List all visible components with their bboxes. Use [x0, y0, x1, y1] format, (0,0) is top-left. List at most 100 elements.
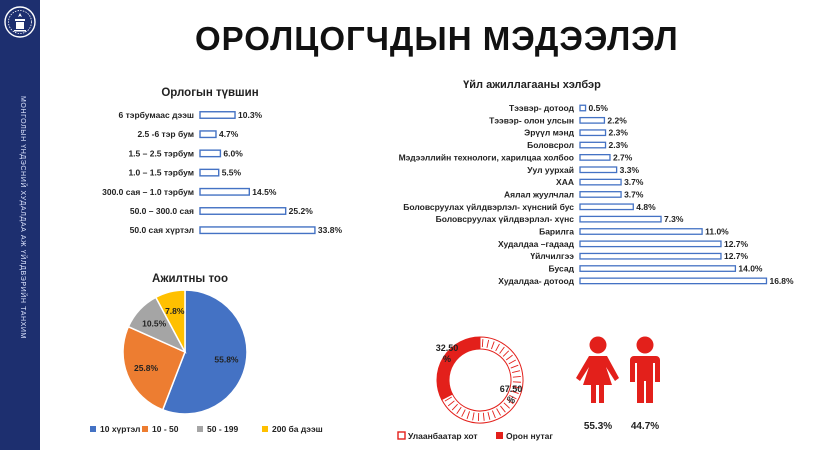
- location-donut-hatch: [451, 403, 458, 411]
- employee-legend-label: 50 - 199: [207, 424, 238, 434]
- activity-bar: [579, 129, 607, 137]
- location-donut-hatch: [496, 408, 501, 416]
- employee-pie-slice: [122, 325, 186, 411]
- location-donut-chart: 67.50 % 32.50% Улаанбаатар хот Орон нутаг: [397, 336, 553, 441]
- activity-chart: Үйл ажиллагааны хэлбэр Тээвэр- дотоодТээ…: [399, 79, 794, 286]
- location-donut-hatch: [482, 412, 485, 421]
- activity-bar: [579, 277, 768, 285]
- activity-category-label: Тээвэр- дотоод: [509, 103, 575, 113]
- employee-pie-slices: [122, 289, 248, 415]
- location-legend-label: Орон нутаг: [506, 431, 553, 441]
- employee-legend-swatch: [197, 426, 203, 432]
- activity-value-label: 4.8%: [636, 202, 656, 212]
- income-value-label: 25.2%: [289, 206, 314, 216]
- location-donut-label: 67.50%: [500, 384, 523, 405]
- location-donut-slices: [436, 336, 524, 424]
- activity-value-labels: 0.5% 2.2% 2.3% 2.3% 2.7% 3.3% 3.7% 3.7% 4.8% 7.3%…: [589, 103, 794, 286]
- activity-category-label: Уул уурхай: [527, 165, 574, 175]
- location-donut-hatch: [456, 406, 462, 414]
- activity-category-label: Худалдаа –гадаад: [498, 239, 575, 249]
- page-title: ОРОЛЦОГЧДЫН МЭДЭЭЛЭЛ: [195, 20, 679, 57]
- activity-bar: [579, 141, 607, 149]
- location-donut-hatch: [447, 400, 455, 407]
- location-donut-slice: [441, 336, 524, 424]
- activity-value-label: 14.0%: [738, 264, 763, 274]
- location-donut-hatch: [503, 402, 510, 409]
- location-donut-hatch: [481, 339, 484, 348]
- activity-bar: [579, 178, 622, 186]
- activity-value-label: 2.3%: [609, 140, 629, 150]
- income-category-labels: 6 тэрбумаас дээш 2.5 -6 тэр бум 1.5 – 2.5 …: [102, 110, 194, 235]
- income-category-label: 2.5 -6 тэр бум: [137, 129, 194, 139]
- employee-pie-chart: Ажилтны тоо 55.8% 25.8% 10.5% 7.8% 10 хүртэ…: [90, 273, 323, 434]
- employee-legend-label: 10 - 50: [152, 424, 179, 434]
- location-donut-slice: [436, 336, 481, 401]
- activity-bar: [579, 252, 722, 260]
- activity-category-label: Барилга: [539, 227, 574, 237]
- income-value-label: 5.5%: [222, 168, 242, 178]
- location-donut-hatch: [495, 343, 500, 352]
- activity-value-label: 16.8%: [769, 276, 794, 286]
- income-category-label: 300.0 сая – 1.0 тэрбум: [102, 187, 194, 197]
- employee-legend-label: 200 ба дээш: [272, 424, 323, 434]
- income-bar: [199, 111, 236, 119]
- activity-category-label: Худалдаа- дотоод: [498, 276, 574, 286]
- location-donut-hatch: [491, 410, 496, 419]
- activity-category-label: Боловсрол: [527, 140, 574, 150]
- activity-bar: [579, 228, 703, 235]
- location-donut-hatch: [510, 390, 519, 395]
- activity-value-label: 3.7%: [624, 177, 644, 187]
- activity-category-label: Эрүүл мэнд: [524, 128, 574, 138]
- location-donut-hatch: [499, 346, 505, 354]
- activity-value-label: 2.7%: [613, 152, 633, 162]
- income-category-label: 1.0 – 1.5 тэрбум: [128, 168, 194, 178]
- location-legend-swatch: [397, 431, 406, 440]
- activity-bar: [579, 104, 587, 112]
- activity-category-label: Аялал жуулчлал: [504, 189, 574, 199]
- income-value-label: 14.5%: [252, 187, 277, 197]
- income-bar: [199, 207, 287, 215]
- income-bar: [199, 130, 217, 139]
- location-donut-hatch: [506, 398, 514, 405]
- location-donut-hatch: [502, 350, 510, 357]
- activity-value-label: 2.2%: [607, 115, 627, 125]
- location-donut-legend: Улаанбаатар хот Орон нутаг: [397, 431, 553, 441]
- employee-pie-labels: 55.8% 25.8% 10.5% 7.8%: [134, 306, 239, 373]
- location-donut-hatch: [472, 412, 475, 421]
- employee-pie-slice: [154, 289, 186, 353]
- activity-bar: [579, 240, 722, 248]
- activity-value-label: 7.3%: [664, 214, 684, 224]
- activity-chart-title: Үйл ажиллагааны хэлбэр: [463, 79, 601, 91]
- income-bar: [199, 187, 250, 196]
- location-donut-hatch: [487, 411, 491, 420]
- gender-value-label: 55.3%: [584, 421, 612, 432]
- income-bar: [199, 226, 316, 235]
- employee-legend-swatch: [90, 426, 96, 432]
- income-bar: [199, 168, 220, 177]
- employee-pie-label: 55.8%: [214, 355, 239, 365]
- income-value-labels: 10.3% 4.7% 6.0% 5.5% 14.5% 25.2% 33.8%: [219, 110, 342, 235]
- activity-category-label: Бусад: [549, 264, 575, 274]
- employee-pie-legend: 10 хүртэл 10 - 50 50 - 199 200 ба дээш: [90, 424, 323, 434]
- income-value-label: 10.3%: [238, 110, 263, 120]
- location-donut-hatch: [512, 370, 521, 373]
- activity-bar: [579, 265, 737, 272]
- activity-value-label: 11.0%: [705, 227, 729, 237]
- location-donut-hatch: [461, 409, 466, 417]
- income-chart-title: Орлогын түвшин: [161, 87, 258, 99]
- employee-pie-label: 7.8%: [165, 306, 185, 316]
- activity-value-label: 12.7%: [724, 251, 749, 261]
- income-chart: Орлогын түвшин 6 тэрбумаас дээш 2.5 -6 тэ…: [102, 87, 342, 235]
- employee-pie-label: 25.8%: [134, 363, 159, 373]
- activity-bar: [579, 203, 634, 211]
- male-icon: [630, 336, 660, 403]
- location-donut-hatch: [512, 385, 521, 389]
- location-donut-label: 32.50%: [436, 343, 459, 364]
- location-donut-hatch: [512, 376, 521, 378]
- gender-value-labels: 55.3% 44.7%: [584, 421, 659, 432]
- activity-bar: [579, 116, 606, 124]
- chamber-logo-icon: [4, 6, 36, 38]
- employee-legend-label: 10 хүртэл: [100, 424, 140, 434]
- activity-bar: [579, 166, 618, 174]
